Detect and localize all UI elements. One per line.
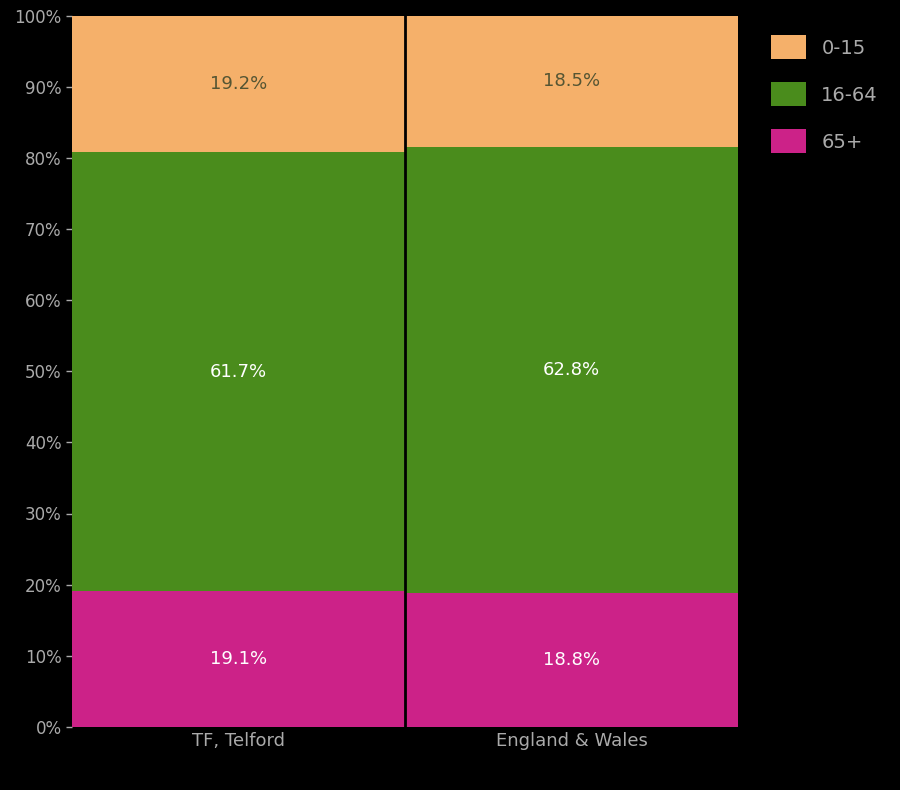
- Text: 18.5%: 18.5%: [543, 72, 600, 90]
- Text: 18.8%: 18.8%: [543, 651, 600, 669]
- Text: 19.2%: 19.2%: [210, 75, 267, 93]
- Text: 61.7%: 61.7%: [210, 363, 267, 381]
- Text: 62.8%: 62.8%: [543, 361, 600, 379]
- Legend: 0-15, 16-64, 65+: 0-15, 16-64, 65+: [761, 25, 887, 163]
- Bar: [405, 147, 738, 593]
- Bar: [72, 16, 405, 152]
- Text: 19.1%: 19.1%: [210, 650, 267, 668]
- Bar: [405, 15, 738, 147]
- Bar: [405, 593, 738, 727]
- Bar: [72, 152, 405, 591]
- Bar: [72, 591, 405, 727]
